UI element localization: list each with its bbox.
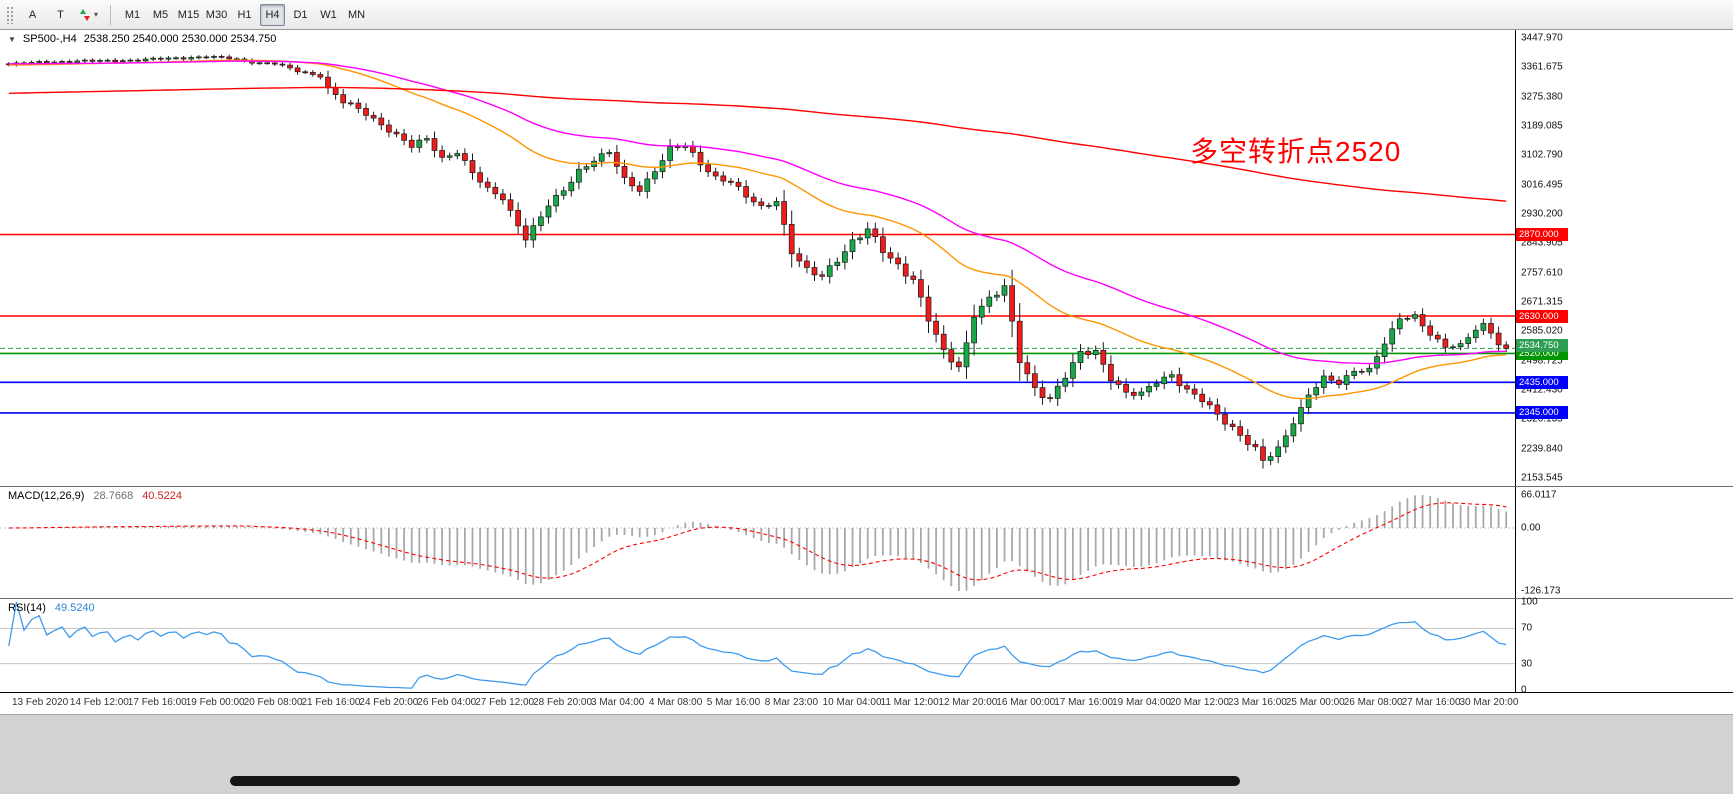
ohlc-values: 2538.250 2540.000 2530.000 2534.750 [83, 33, 277, 45]
time-axis-label: 26 Mar 08:00 [1343, 697, 1403, 708]
one-click-trading-expander-icon[interactable]: ▼ [8, 34, 16, 44]
time-axis-label: 26 Feb 04:00 [417, 697, 477, 708]
price-axis-label: 2412.430 [1521, 384, 1563, 396]
text-label-tool-button[interactable]: T [48, 4, 73, 26]
price-axis-label: 3016.495 [1521, 179, 1563, 191]
price-axis-label: 3361.675 [1521, 61, 1563, 73]
time-axis-label: 17 Feb 16:00 [127, 697, 187, 708]
time-axis-label: 8 Mar 23:00 [764, 697, 819, 708]
time-axis-label: 21 Feb 16:00 [301, 697, 361, 708]
price-axis-label: 3189.085 [1521, 120, 1563, 132]
price-line-badge: 2435.000 [1516, 375, 1568, 389]
macd-main-value: 28.7668 [93, 490, 134, 502]
arrows-tool-button[interactable]: ▾ [76, 4, 101, 26]
rsi-axis-label: 0 [1521, 684, 1527, 696]
toolbar-grip-icon[interactable] [6, 5, 13, 24]
timeframe-m15-button[interactable]: M15 [176, 4, 201, 26]
macd-panel: MACD(12,26,9) 28.7668 40.5224 66.0117 0.0… [0, 486, 1733, 598]
rsi-name: RSI(14) [8, 602, 46, 614]
chart-annotation-text[interactable]: 多空转折点2520 [1190, 136, 1402, 167]
time-axis-label: 12 Mar 20:00 [938, 697, 998, 708]
scrollbar-thumb[interactable] [230, 776, 1240, 786]
time-axis-label: 30 Mar 20:00 [1459, 697, 1519, 708]
timeframe-w1-button[interactable]: W1 [316, 4, 341, 26]
chart-area: ▼ SP500-,H4 2538.250 2540.000 2530.000 2… [0, 30, 1733, 714]
time-axis-label: 28 Feb 20:00 [533, 697, 593, 708]
time-axis-label: 25 Mar 00:00 [1285, 697, 1345, 708]
timeframe-mn-button[interactable]: MN [344, 4, 369, 26]
price-axis-label: 2498.725 [1521, 355, 1563, 367]
time-axis-label: 13 Feb 2020 [12, 697, 69, 708]
arrows-tool-icon [79, 8, 90, 21]
time-axis-label: 16 Mar 00:00 [996, 697, 1056, 708]
toolbar: A T ▾ M1 M5 M15 M30 H1 H4 D1 W1 MN [0, 0, 1733, 30]
bottom-strip [0, 714, 1733, 794]
macd-axis[interactable]: 66.0117 0.00 -126.173 [1515, 487, 1733, 598]
price-axis-label: 3447.970 [1521, 32, 1563, 44]
price-line-badge: 2534.750 [1516, 338, 1568, 352]
price-line-badge: 2630.000 [1516, 309, 1568, 323]
time-axis[interactable]: 13 Feb 2020 14 Feb 12:00 17 Feb 16:00 19 Fe… [0, 692, 1733, 714]
time-axis-label: 24 Feb 20:00 [359, 697, 419, 708]
time-axis-label: 20 Mar 12:00 [1170, 697, 1229, 708]
price-chart-canvas[interactable] [0, 30, 1515, 486]
timeframe-m1-button[interactable]: M1 [120, 4, 145, 26]
rsi-axis-label: 70 [1521, 622, 1533, 634]
price-axis-label: 3275.380 [1521, 91, 1563, 103]
rsi-panel: RSI(14) 49.5240 100 70 30 0 [0, 596, 1733, 696]
rsi-chart-canvas[interactable] [0, 599, 1515, 693]
macd-chart-canvas[interactable] [0, 487, 1515, 599]
caret-down-icon: ▾ [93, 10, 98, 19]
time-axis-label: 14 Feb 12:00 [69, 697, 129, 708]
time-axis-label: 20 Feb 08:00 [243, 697, 303, 708]
timeframe-m30-button[interactable]: M30 [204, 4, 229, 26]
rsi-axis[interactable]: 100 70 30 0 [1515, 596, 1733, 696]
rsi-axis-label: 100 [1521, 596, 1538, 608]
toolbar-separator [110, 4, 111, 25]
rsi-axis-label: 30 [1521, 658, 1533, 670]
time-axis-label: 27 Mar 16:00 [1401, 697, 1461, 708]
macd-name: MACD(12,26,9) [8, 490, 85, 502]
time-axis-label: 23 Mar 16:00 [1227, 697, 1287, 708]
price-axis-label: 2585.020 [1521, 325, 1563, 337]
macd-axis-label: 0.00 [1521, 522, 1541, 534]
macd-signal-value: 40.5224 [142, 490, 182, 502]
time-axis-label: 11 Mar 12:00 [880, 697, 939, 708]
time-axis-label: 5 Mar 16:00 [706, 697, 761, 708]
main-price-panel: ▼ SP500-,H4 2538.250 2540.000 2530.000 2… [0, 30, 1733, 486]
symbol-period-label: SP500-,H4 [22, 33, 77, 45]
price-axis-label: 2757.610 [1521, 267, 1563, 279]
time-axis-label: 27 Feb 12:00 [475, 697, 535, 708]
price-axis-label: 2843.905 [1521, 237, 1563, 249]
time-axis-label: 4 Mar 08:00 [648, 697, 703, 708]
price-axis-label: 2153.545 [1521, 472, 1563, 484]
price-axis-label: 2930.200 [1521, 208, 1563, 220]
time-axis-label: 19 Mar 04:00 [1112, 697, 1172, 708]
price-axis[interactable]: 3447.970 3361.675 3275.380 3189.085 3102.790… [1515, 30, 1733, 486]
timeframe-m5-button[interactable]: M5 [148, 4, 173, 26]
macd-indicator-label: MACD(12,26,9) 28.7668 40.5224 [8, 490, 182, 502]
chart-title-ohlc: ▼ SP500-,H4 2538.250 2540.000 2530.000 2… [8, 33, 276, 45]
time-axis-label: 19 Feb 00:00 [185, 697, 245, 708]
macd-axis-label: -126.173 [1521, 585, 1561, 597]
timeframe-d1-button[interactable]: D1 [288, 4, 313, 26]
price-axis-label: 2239.840 [1521, 443, 1563, 455]
time-axis-label: 10 Mar 04:00 [822, 697, 882, 708]
time-axis-label: 17 Mar 16:00 [1054, 697, 1114, 708]
timeframe-h1-button[interactable]: H1 [232, 4, 257, 26]
time-axis-label: 3 Mar 04:00 [591, 697, 645, 708]
price-axis-label: 3102.790 [1521, 149, 1563, 161]
macd-axis-label: 66.0117 [1521, 489, 1557, 501]
rsi-value: 49.5240 [54, 602, 95, 614]
text-tool-button[interactable]: A [20, 4, 45, 26]
timeframe-h4-button[interactable]: H4 [260, 3, 285, 26]
price-line-badge: 2345.000 [1516, 406, 1568, 420]
price-line-badge: 2870.000 [1516, 227, 1568, 241]
price-axis-label: 2671.315 [1521, 296, 1563, 308]
rsi-indicator-label: RSI(14) 49.5240 [8, 602, 95, 614]
